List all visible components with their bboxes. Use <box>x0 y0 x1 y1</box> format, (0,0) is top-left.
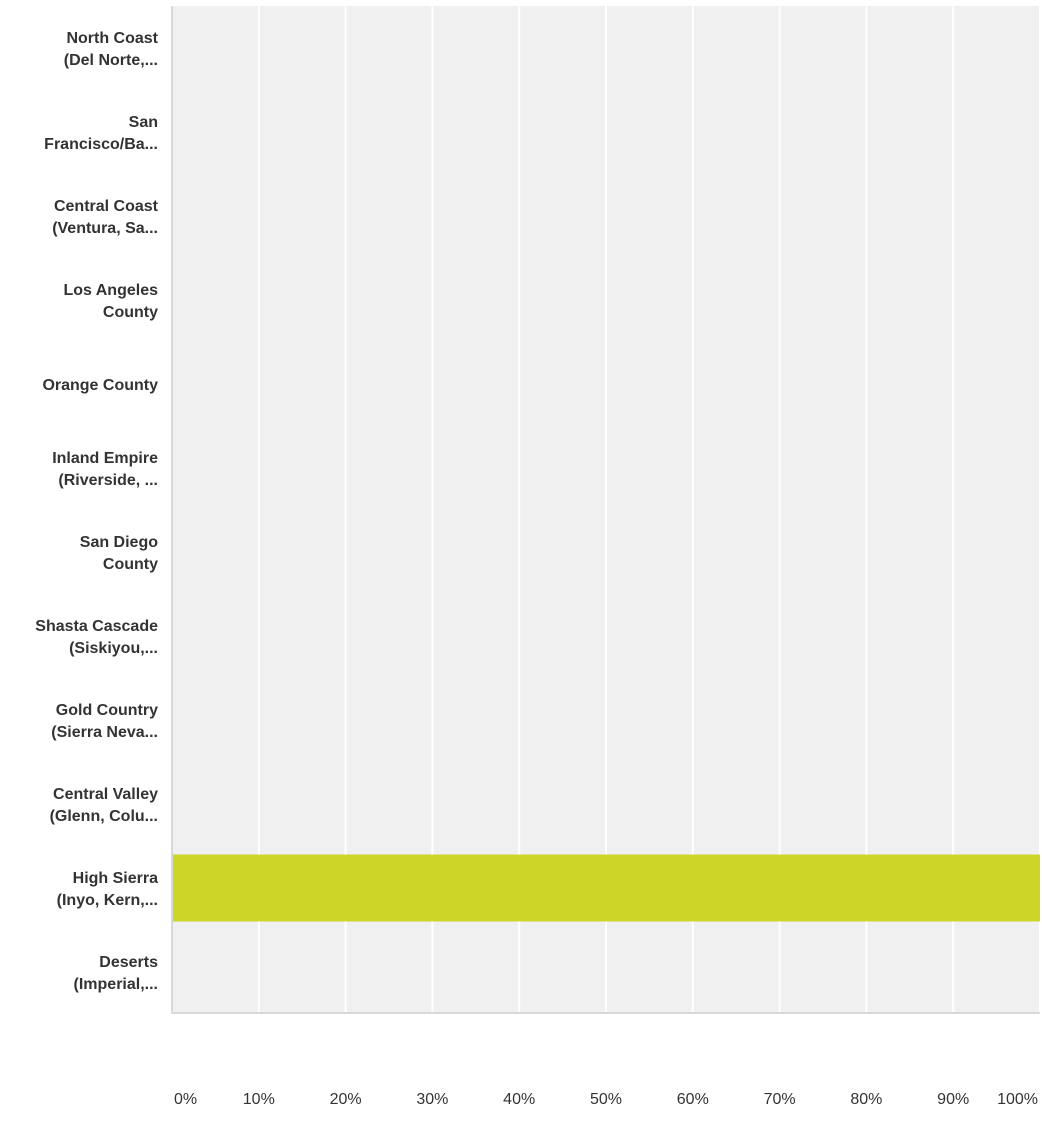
category-label-10: High Sierra (Inyo, Kern,... <box>57 870 158 909</box>
x-tick-labels: 0% 10% 20% 30% 40% 50% 60% 70% 80% 90% 100% <box>174 1091 1038 1108</box>
category-label-3: Los Angeles County <box>63 282 158 321</box>
x-tick-label-100: 100% <box>997 1091 1038 1108</box>
x-tick-label-50: 50% <box>590 1091 622 1108</box>
bar-10[interactable] <box>172 854 1040 922</box>
category-labels: North Coast (Del Norte,... San Francisco/Ba… <box>35 30 158 993</box>
x-tick-label-70: 70% <box>764 1091 796 1108</box>
category-label-6: San Diego County <box>80 534 158 573</box>
x-tick-label-40: 40% <box>503 1091 535 1108</box>
x-tick-label-80: 80% <box>850 1091 882 1108</box>
category-label-2: Central Coast (Ventura, Sa... <box>52 198 158 237</box>
gridlines <box>257 6 1041 1014</box>
x-tick-label-20: 20% <box>330 1091 362 1108</box>
category-label-11: Deserts (Imperial,... <box>74 954 159 993</box>
bars <box>172 854 1040 922</box>
category-label-7: Shasta Cascade (Siskiyou,... <box>35 618 158 657</box>
category-label-5: Inland Empire (Riverside, ... <box>52 450 158 489</box>
x-tick-label-60: 60% <box>677 1091 709 1108</box>
category-label-0: North Coast (Del Norte,... <box>64 30 159 69</box>
category-label-9: Central Valley (Glenn, Colu... <box>50 786 159 825</box>
x-tick-label-10: 10% <box>243 1091 275 1108</box>
category-label-4: Orange County <box>42 377 158 394</box>
category-label-1: San Francisco/Ba... <box>44 114 158 153</box>
x-tick-label-30: 30% <box>416 1091 448 1108</box>
category-label-8: Gold Country (Sierra Neva... <box>51 702 158 741</box>
x-tick-label-0: 0% <box>174 1091 197 1108</box>
x-tick-label-90: 90% <box>937 1091 969 1108</box>
